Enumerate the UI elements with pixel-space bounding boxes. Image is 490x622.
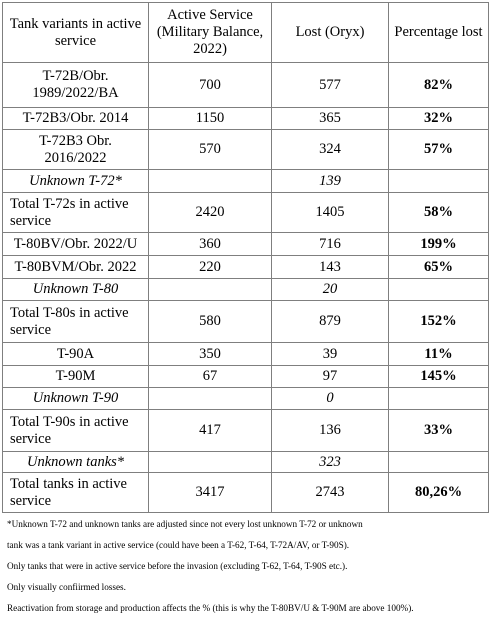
table-row: Total T-80s in active service 580 879 15…	[2, 300, 489, 343]
variant-cell: Unknown T-72*	[2, 169, 149, 193]
active-cell	[148, 169, 272, 193]
lost-cell: 365	[271, 107, 389, 130]
lost-cell: 97	[271, 365, 389, 388]
lost-cell: 143	[271, 255, 389, 279]
variant-cell: T-72B/Obr. 1989/2022/BA	[2, 62, 149, 108]
lost-cell: 2743	[271, 472, 389, 513]
lost-cell: 577	[271, 62, 389, 108]
active-cell: 417	[148, 409, 272, 452]
lost-cell: 39	[271, 342, 389, 366]
active-cell	[148, 451, 272, 473]
percentage-cell	[388, 169, 489, 193]
active-cell: 360	[148, 232, 272, 256]
table-row: Total tanks in active service 3417 2743 …	[2, 472, 489, 513]
footnote-unknown-adjustment-cont: tank was a tank variant in active servic…	[7, 540, 350, 550]
percentage-cell: 32%	[388, 107, 489, 130]
active-cell: 2420	[148, 192, 272, 233]
table-row: T-80BV/Obr. 2022/U 360 716 199%	[2, 232, 489, 256]
variant-cell: Unknown T-90	[2, 387, 149, 410]
header-active-service: Active Service (Military Balance, 2022)	[148, 2, 272, 63]
variant-cell: T-90A	[2, 342, 149, 366]
table-row: Unknown tanks* 323	[2, 451, 489, 473]
variant-cell: Total T-90s in active service	[2, 409, 149, 452]
active-cell: 220	[148, 255, 272, 279]
table-row: Total T-72s in active service 2420 1405 …	[2, 192, 489, 233]
variant-cell: T-72B3 Obr. 2016/2022	[2, 129, 149, 170]
percentage-cell: 80,26%	[388, 472, 489, 513]
active-cell: 570	[148, 129, 272, 170]
table-row: T-80BVM/Obr. 2022 220 143 65%	[2, 255, 489, 279]
variant-cell: T-80BV/Obr. 2022/U	[2, 232, 149, 256]
percentage-cell: 145%	[388, 365, 489, 388]
lost-cell: 716	[271, 232, 389, 256]
active-cell: 700	[148, 62, 272, 108]
active-cell	[148, 278, 272, 301]
variant-cell: T-80BVM/Obr. 2022	[2, 255, 149, 279]
lost-cell: 136	[271, 409, 389, 452]
percentage-cell: 11%	[388, 342, 489, 366]
table-row: T-72B/Obr. 1989/2022/BA 700 577 82%	[2, 62, 489, 108]
table-row: Unknown T-90 0	[2, 387, 489, 410]
table-row: Unknown T-80 20	[2, 278, 489, 301]
percentage-cell	[388, 387, 489, 410]
lost-cell: 1405	[271, 192, 389, 233]
variant-cell: Total T-72s in active service	[2, 192, 149, 233]
lost-cell: 879	[271, 300, 389, 343]
percentage-cell: 57%	[388, 129, 489, 170]
percentage-cell	[388, 278, 489, 301]
lost-cell: 323	[271, 451, 389, 473]
table-row: T-72B3/Obr. 2014 1150 365 32%	[2, 107, 489, 130]
variant-cell: Total T-80s in active service	[2, 300, 149, 343]
table-row: T-72B3 Obr. 2016/2022 570 324 57%	[2, 129, 489, 170]
table-row: T-90M 67 97 145%	[2, 365, 489, 388]
table-row: Unknown T-72* 139	[2, 169, 489, 193]
percentage-cell: 58%	[388, 192, 489, 233]
table-row: T-90A 350 39 11%	[2, 342, 489, 366]
footnote-visual-losses: Only visually confiirmed losses.	[7, 582, 126, 592]
variant-cell: Unknown T-80	[2, 278, 149, 301]
percentage-cell: 33%	[388, 409, 489, 452]
variant-cell: Unknown tanks*	[2, 451, 149, 473]
footnotes: *Unknown T-72 and unknown tanks are adju…	[7, 518, 487, 622]
tank-losses-table: Tank variants in active service Active S…	[2, 2, 489, 513]
percentage-cell: 82%	[388, 62, 489, 108]
percentage-cell	[388, 451, 489, 473]
active-cell: 350	[148, 342, 272, 366]
header-percentage-lost: Percentage lost	[388, 2, 489, 63]
active-cell: 3417	[148, 472, 272, 513]
footnote-unknown-adjustment: *Unknown T-72 and unknown tanks are adju…	[7, 519, 363, 529]
active-cell: 1150	[148, 107, 272, 130]
variant-cell: Total tanks in active service	[2, 472, 149, 513]
variant-cell: T-90M	[2, 365, 149, 388]
active-cell	[148, 387, 272, 410]
active-cell: 67	[148, 365, 272, 388]
lost-cell: 20	[271, 278, 389, 301]
lost-cell: 0	[271, 387, 389, 410]
percentage-cell: 152%	[388, 300, 489, 343]
active-cell: 580	[148, 300, 272, 343]
footnote-active-only: Only tanks that were in active service b…	[7, 561, 348, 571]
lost-cell: 324	[271, 129, 389, 170]
table-row: Total T-90s in active service 417 136 33…	[2, 409, 489, 452]
percentage-cell: 199%	[388, 232, 489, 256]
header-variants: Tank variants in active service	[2, 2, 149, 63]
footnote-reactivation: Reactivation from storage and production…	[7, 603, 414, 613]
percentage-cell: 65%	[388, 255, 489, 279]
variant-cell: T-72B3/Obr. 2014	[2, 107, 149, 130]
header-lost: Lost (Oryx)	[271, 2, 389, 63]
header-row: Tank variants in active service Active S…	[2, 2, 489, 63]
lost-cell: 139	[271, 169, 389, 193]
